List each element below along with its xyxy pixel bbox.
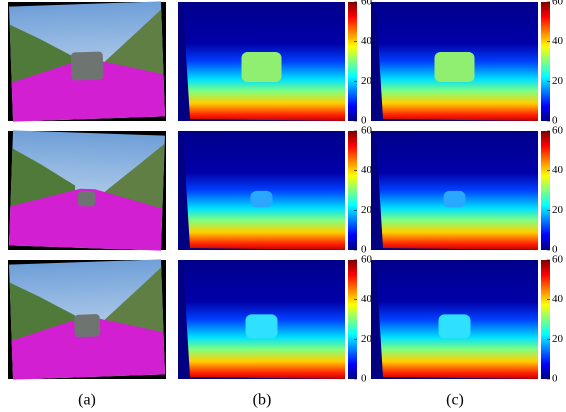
depth-map <box>376 131 538 250</box>
car <box>74 314 100 337</box>
tick-label: 40 <box>552 293 564 305</box>
depth-car <box>439 314 471 338</box>
rgb-image <box>9 130 165 250</box>
tick-label: 20 <box>361 204 373 216</box>
depth-car <box>444 191 466 208</box>
tick-label: 0 <box>552 373 558 385</box>
tick-label: 60 <box>361 125 373 137</box>
tick-label: 20 <box>361 333 373 345</box>
caption: (c) <box>446 392 464 409</box>
depth-map <box>183 131 345 250</box>
tick-label: 40 <box>552 35 564 47</box>
tick-label: 20 <box>361 75 373 87</box>
tick-label: 20 <box>552 204 564 216</box>
rgb-image <box>9 1 165 121</box>
car <box>71 51 104 80</box>
colorbar <box>348 131 357 250</box>
depth-car <box>246 314 278 338</box>
colorbar <box>541 2 550 121</box>
caption: (b) <box>253 392 272 409</box>
tick-label: 40 <box>361 293 373 305</box>
depth-car <box>242 52 282 82</box>
tick-label: 40 <box>552 164 564 176</box>
tick-label: 20 <box>552 333 564 345</box>
tick-label: 0 <box>361 373 367 385</box>
tick-label: 60 <box>361 254 373 266</box>
depth-car <box>251 191 273 208</box>
caption: (a) <box>78 392 96 409</box>
colorbar <box>348 2 357 121</box>
car <box>78 191 96 207</box>
colorbar <box>541 131 550 250</box>
tick-label: 40 <box>361 35 373 47</box>
depth-car <box>435 52 475 82</box>
tick-label: 60 <box>552 0 564 8</box>
figure: (a) (b) (c) 0204060020406002040600204060… <box>0 0 566 412</box>
tick-label: 20 <box>552 75 564 87</box>
colorbar <box>541 260 550 379</box>
tick-label: 40 <box>361 164 373 176</box>
tick-label: 60 <box>552 125 564 137</box>
tick-label: 60 <box>361 0 373 8</box>
rgb-image <box>9 259 165 379</box>
colorbar <box>348 260 357 379</box>
tick-label: 60 <box>552 254 564 266</box>
